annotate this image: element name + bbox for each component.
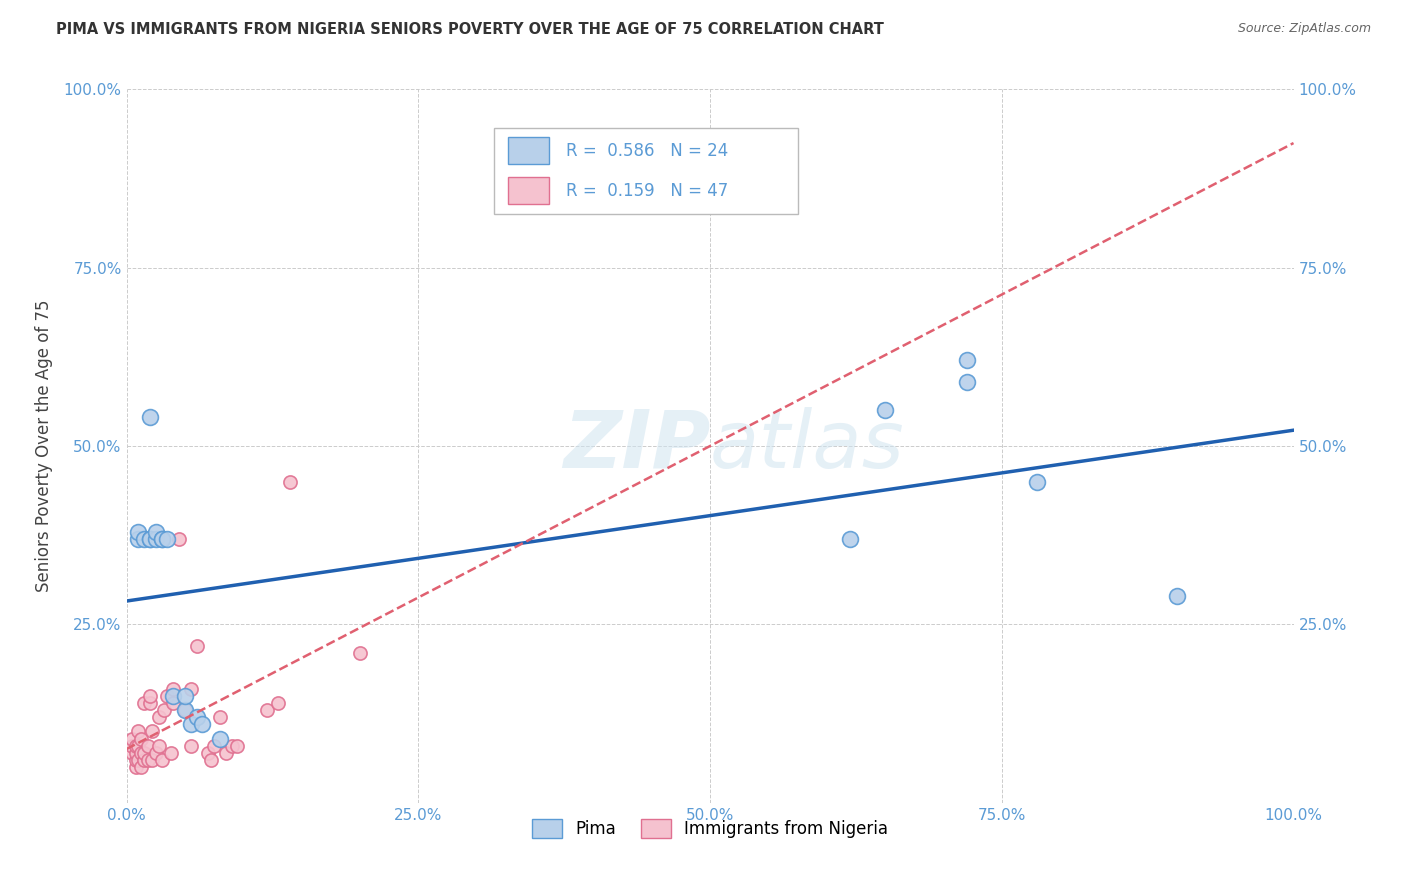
Point bbox=[125, 753, 148, 767]
FancyBboxPatch shape bbox=[494, 128, 797, 214]
Point bbox=[208, 731, 231, 746]
Point bbox=[956, 375, 979, 389]
Point bbox=[139, 532, 162, 546]
Text: atlas: atlas bbox=[710, 407, 905, 485]
Point bbox=[127, 524, 149, 539]
Point bbox=[226, 739, 249, 753]
Bar bbox=[508, 177, 548, 204]
Point bbox=[160, 746, 183, 760]
Point bbox=[121, 746, 143, 760]
Point bbox=[141, 724, 163, 739]
Point bbox=[139, 696, 162, 710]
Point bbox=[186, 710, 208, 724]
Point bbox=[139, 410, 162, 425]
Point bbox=[167, 532, 190, 546]
Text: Source: ZipAtlas.com: Source: ZipAtlas.com bbox=[1237, 22, 1371, 36]
Point bbox=[174, 689, 197, 703]
Point bbox=[180, 739, 202, 753]
Point bbox=[186, 639, 208, 653]
Text: PIMA VS IMMIGRANTS FROM NIGERIA SENIORS POVERTY OVER THE AGE OF 75 CORRELATION C: PIMA VS IMMIGRANTS FROM NIGERIA SENIORS … bbox=[56, 22, 884, 37]
Y-axis label: Seniors Poverty Over the Age of 75: Seniors Poverty Over the Age of 75 bbox=[35, 300, 52, 592]
Point bbox=[162, 681, 184, 696]
Point bbox=[1025, 475, 1047, 489]
Point bbox=[156, 532, 179, 546]
Point bbox=[132, 746, 155, 760]
Point bbox=[125, 739, 148, 753]
Point bbox=[200, 753, 222, 767]
Point bbox=[278, 475, 301, 489]
Point bbox=[145, 524, 167, 539]
Legend: Pima, Immigrants from Nigeria: Pima, Immigrants from Nigeria bbox=[526, 812, 894, 845]
Point bbox=[127, 753, 149, 767]
Point bbox=[121, 739, 143, 753]
Point bbox=[1166, 589, 1188, 603]
Point bbox=[129, 746, 152, 760]
Point bbox=[202, 739, 225, 753]
Point bbox=[839, 532, 862, 546]
Point bbox=[132, 696, 155, 710]
Point bbox=[174, 703, 197, 717]
Bar bbox=[508, 137, 548, 164]
Point bbox=[150, 532, 173, 546]
Point bbox=[875, 403, 897, 417]
Point bbox=[132, 753, 155, 767]
Point bbox=[121, 731, 143, 746]
Point bbox=[180, 681, 202, 696]
Text: ZIP: ZIP bbox=[562, 407, 710, 485]
Point bbox=[956, 353, 979, 368]
Point bbox=[145, 532, 167, 546]
Point bbox=[349, 646, 371, 660]
Point bbox=[129, 731, 152, 746]
Point bbox=[125, 760, 148, 774]
Point bbox=[127, 724, 149, 739]
Point bbox=[208, 710, 231, 724]
Point bbox=[150, 753, 173, 767]
Point bbox=[129, 760, 152, 774]
Point bbox=[132, 532, 155, 546]
Text: R =  0.159   N = 47: R = 0.159 N = 47 bbox=[567, 182, 728, 200]
Point bbox=[180, 717, 202, 731]
Point bbox=[127, 739, 149, 753]
Point bbox=[148, 739, 170, 753]
Point bbox=[136, 739, 159, 753]
Point bbox=[162, 696, 184, 710]
Point bbox=[136, 753, 159, 767]
Point bbox=[141, 753, 163, 767]
Point bbox=[150, 532, 173, 546]
Point bbox=[197, 746, 219, 760]
Point bbox=[153, 703, 176, 717]
Point bbox=[139, 532, 162, 546]
Point bbox=[145, 746, 167, 760]
Point bbox=[156, 689, 179, 703]
Point bbox=[174, 703, 197, 717]
Point bbox=[221, 739, 243, 753]
Text: R =  0.586   N = 24: R = 0.586 N = 24 bbox=[567, 142, 728, 160]
Point bbox=[148, 710, 170, 724]
Point bbox=[127, 532, 149, 546]
Point bbox=[125, 746, 148, 760]
Point bbox=[162, 689, 184, 703]
Point bbox=[191, 717, 214, 731]
Point bbox=[256, 703, 278, 717]
Point bbox=[215, 746, 238, 760]
Point bbox=[267, 696, 290, 710]
Point bbox=[139, 689, 162, 703]
